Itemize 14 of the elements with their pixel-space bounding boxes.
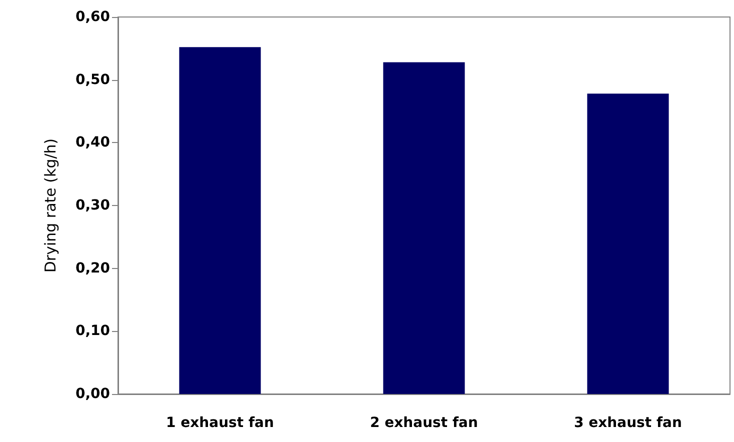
bar	[179, 47, 261, 394]
y-tick-label: 0,00	[75, 386, 110, 402]
y-tick-label: 0,20	[75, 260, 110, 276]
x-tick-label: 3 exhaust fan	[574, 415, 682, 431]
x-tick-label: 1 exhaust fan	[166, 415, 274, 431]
bar	[383, 62, 465, 394]
y-axis-title: Drying rate (kg/h)	[42, 138, 60, 273]
bar	[587, 94, 669, 394]
y-tick-label: 0,50	[75, 72, 110, 88]
y-tick-label: 0,30	[75, 198, 110, 214]
y-tick-label: 0,40	[75, 134, 110, 151]
y-tick-label: 0,60	[75, 9, 110, 25]
x-tick-label: 2 exhaust fan	[370, 415, 478, 431]
y-tick-label: 0,10	[75, 323, 110, 340]
